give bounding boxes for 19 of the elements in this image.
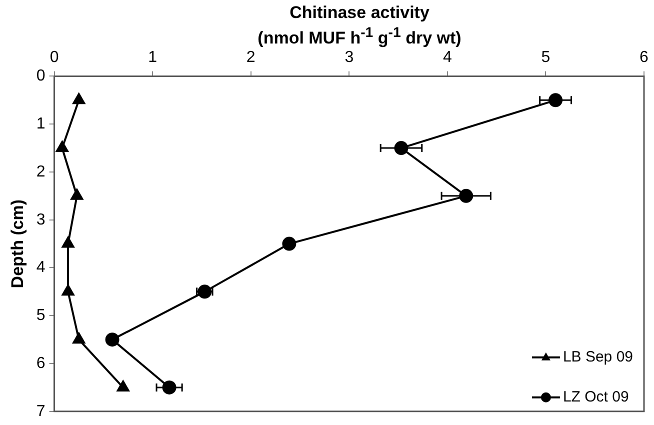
y-tick-label: 5 [36, 307, 46, 324]
y-tick-label: 7 [36, 402, 46, 420]
x-tick-label: 6 [640, 49, 649, 66]
y-tick-label: 6 [36, 354, 46, 372]
x-axis-title: Chitinase activity (nmol MUF h$^{-1}$ g$^{-1}$ dry wt) [256, 2, 462, 49]
y-tick-label: 4 [36, 259, 46, 276]
y-axis-title: Depth (cm) [8, 199, 27, 288]
legend-label: LB Sep 09 [562, 348, 634, 366]
y-tick-label: 3 [36, 211, 46, 228]
x-tick-label: 2 [246, 49, 256, 66]
x-tick-label: 1 [148, 49, 158, 66]
legend-label: LZ Oct 09 [562, 388, 629, 406]
y-tick-label: 0 [36, 68, 46, 85]
x-tick-label: 4 [442, 49, 452, 66]
y-tick-label: 2 [36, 163, 46, 180]
x-tick-label: 3 [344, 49, 354, 66]
x-tick-label: 5 [541, 49, 550, 66]
x-tick-label: 0 [50, 49, 59, 66]
y-tick-label: 1 [36, 115, 46, 132]
